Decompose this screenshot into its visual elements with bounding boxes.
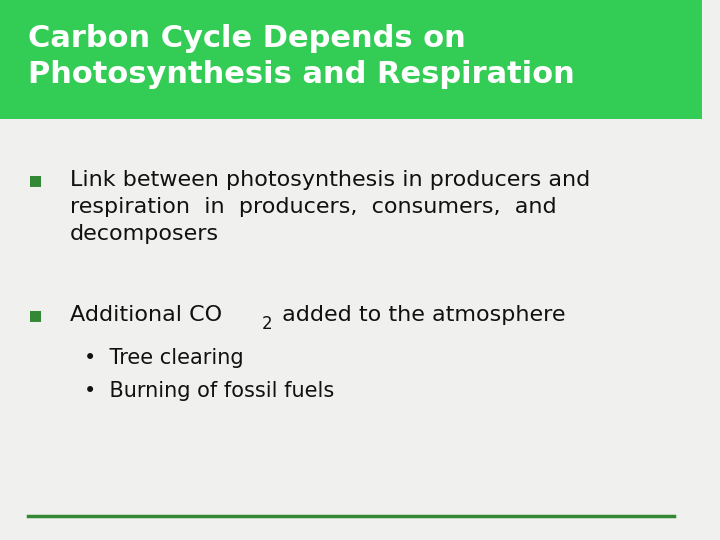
Text: Carbon Cycle Depends on
Photosynthesis and Respiration: Carbon Cycle Depends on Photosynthesis a… [28,24,575,89]
Text: •  Burning of fossil fuels: • Burning of fossil fuels [84,381,335,401]
Text: Link between photosynthesis in producers and
respiration  in  producers,  consum: Link between photosynthesis in producers… [70,170,590,245]
FancyBboxPatch shape [0,0,702,119]
Text: added to the atmosphere: added to the atmosphere [275,305,565,325]
Text: •  Tree clearing: • Tree clearing [84,348,244,368]
Text: ▪: ▪ [28,305,43,325]
Text: ▪: ▪ [28,170,43,190]
Text: 2: 2 [261,315,272,333]
Text: Additional CO: Additional CO [70,305,222,325]
